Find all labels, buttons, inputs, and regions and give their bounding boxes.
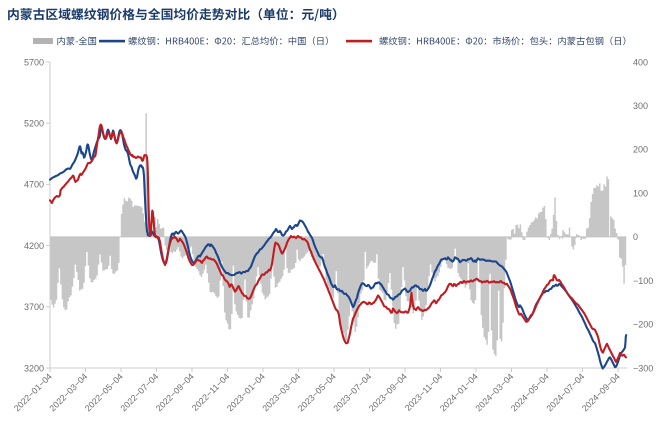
svg-text:5200: 5200	[24, 119, 44, 129]
svg-text:200: 200	[633, 145, 648, 155]
svg-text:−300: −300	[633, 363, 653, 373]
svg-text:0: 0	[633, 232, 638, 242]
svg-text:100: 100	[633, 188, 648, 198]
svg-text:300: 300	[633, 101, 648, 111]
svg-text:5700: 5700	[24, 57, 44, 67]
svg-text:4700: 4700	[24, 180, 44, 190]
svg-text:3700: 3700	[24, 302, 44, 312]
svg-text:−200: −200	[633, 320, 653, 330]
svg-text:3200: 3200	[24, 363, 44, 373]
svg-text:4200: 4200	[24, 241, 44, 251]
svg-text:400: 400	[633, 57, 648, 67]
svg-text:−100: −100	[633, 276, 653, 286]
